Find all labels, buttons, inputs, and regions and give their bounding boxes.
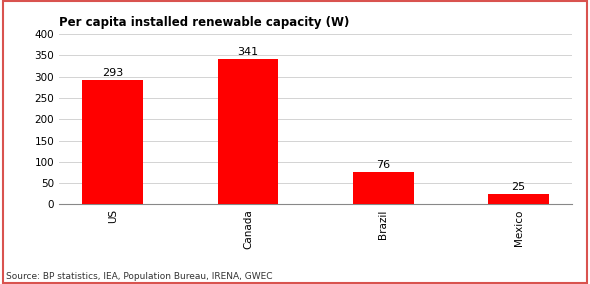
Text: 76: 76 bbox=[376, 160, 391, 170]
Text: Per capita installed renewable capacity (W): Per capita installed renewable capacity … bbox=[59, 16, 349, 29]
Text: Source: BP statistics, IEA, Population Bureau, IRENA, GWEC: Source: BP statistics, IEA, Population B… bbox=[6, 272, 273, 281]
Text: 341: 341 bbox=[237, 47, 258, 57]
Bar bbox=[488, 194, 549, 204]
Bar bbox=[218, 59, 278, 204]
Text: 293: 293 bbox=[102, 68, 123, 78]
Bar bbox=[353, 172, 414, 204]
Bar bbox=[83, 80, 143, 204]
Text: 25: 25 bbox=[512, 182, 526, 192]
